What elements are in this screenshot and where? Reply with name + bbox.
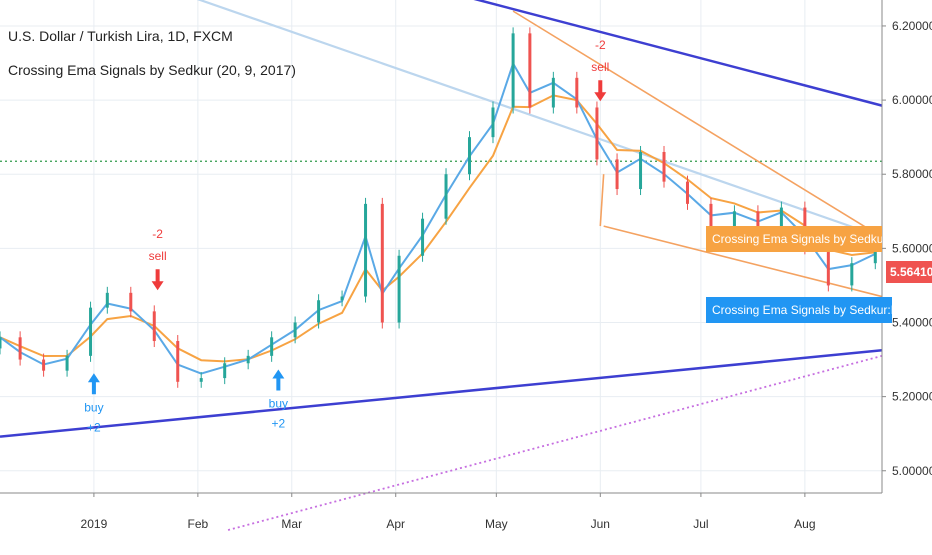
candle-body bbox=[65, 355, 69, 371]
sell-arrow-icon bbox=[151, 269, 164, 291]
candle-body bbox=[639, 151, 643, 190]
x-tick-label: 2019 bbox=[81, 517, 108, 531]
candle-body bbox=[779, 207, 783, 227]
resistance-trendline bbox=[473, 0, 883, 107]
candle-body bbox=[18, 337, 22, 360]
y-tick-label: 6.00000 bbox=[892, 93, 932, 107]
buy-arrow-icon bbox=[87, 373, 100, 395]
candle-body bbox=[89, 307, 93, 356]
channel-lower-line bbox=[603, 225, 883, 298]
sell-label: sell bbox=[149, 249, 167, 263]
candle-body bbox=[491, 107, 495, 138]
y-tick-label: 5.00000 bbox=[892, 464, 932, 478]
symbol-title: U.S. Dollar / Turkish Lira, 1D, FXCM bbox=[8, 28, 233, 44]
ema2-label: Crossing Ema Signals by Sedkur:Ema 2 bbox=[706, 297, 892, 323]
candle-body bbox=[826, 248, 830, 286]
candle-body bbox=[270, 337, 274, 356]
candle-body bbox=[42, 359, 46, 371]
candle-body bbox=[709, 203, 713, 227]
buy-count: +2 bbox=[272, 417, 286, 431]
ema-fast-line bbox=[0, 61, 876, 375]
y-tick-label: 5.40000 bbox=[892, 315, 932, 329]
x-tick-label: Jun bbox=[591, 517, 610, 531]
support-trendline bbox=[0, 349, 883, 438]
x-tick-label: Jul bbox=[693, 517, 708, 531]
sell-count: -2 bbox=[152, 227, 163, 241]
buy-count: +2 bbox=[87, 420, 101, 434]
candles bbox=[0, 27, 877, 388]
buy-label: buy bbox=[84, 400, 103, 414]
candle-body bbox=[873, 248, 877, 264]
candle-body bbox=[317, 300, 321, 323]
candle-body bbox=[293, 322, 297, 338]
candle-body bbox=[615, 159, 619, 190]
candle-body bbox=[468, 137, 472, 175]
channel-connector-line bbox=[599, 174, 605, 227]
buy-label: buy bbox=[269, 397, 288, 411]
candle-body bbox=[246, 355, 250, 364]
candle-body bbox=[380, 203, 384, 323]
indicator-title: Crossing Ema Signals by Sedkur (20, 9, 2… bbox=[8, 62, 296, 78]
candle-body bbox=[551, 77, 555, 108]
candle-body bbox=[444, 174, 448, 219]
signals: buy +2 -2 sell buy +2 -2 sell bbox=[84, 38, 609, 434]
candle-body bbox=[511, 33, 515, 108]
ema-slow-line bbox=[0, 94, 876, 363]
candle-body bbox=[850, 263, 854, 286]
sell-label: sell bbox=[591, 60, 609, 74]
y-tick-label: 6.20000 bbox=[892, 19, 932, 33]
trendlines bbox=[0, 0, 883, 531]
y-tick-label: 5.60000 bbox=[892, 241, 932, 255]
x-tick-label: Feb bbox=[188, 517, 209, 531]
candle-body bbox=[340, 296, 344, 301]
candle-body bbox=[528, 33, 532, 108]
x-tick-label: Apr bbox=[386, 517, 405, 531]
axes: 5.00000 5.20000 5.40000 5.60000 5.80000 6.000… bbox=[0, 0, 932, 531]
candle-body bbox=[199, 378, 203, 382]
x-tick-label: May bbox=[485, 517, 508, 531]
candle-body bbox=[685, 181, 689, 204]
buy-arrow-icon bbox=[272, 369, 285, 391]
light-trendline bbox=[196, 0, 883, 239]
ema1-label: Crossing Ema Signals by Sedkur:Ema 1 bbox=[706, 226, 882, 252]
candle-body bbox=[756, 211, 760, 227]
candle-body bbox=[152, 311, 156, 342]
channel-upper-line bbox=[512, 10, 883, 238]
grid bbox=[0, 0, 882, 493]
sell-arrow-icon bbox=[594, 80, 607, 102]
x-tick-label: Aug bbox=[794, 517, 815, 531]
y-tick-label: 5.80000 bbox=[892, 167, 932, 181]
candle-body bbox=[595, 107, 599, 160]
candle-body bbox=[662, 151, 666, 182]
candle-body bbox=[105, 292, 109, 308]
candle-body bbox=[397, 255, 401, 323]
candle-body bbox=[364, 203, 368, 297]
ema-lines bbox=[0, 61, 876, 375]
x-tick-label: Mar bbox=[281, 517, 302, 531]
candle-body bbox=[732, 211, 736, 227]
candle-body bbox=[129, 292, 133, 312]
candle-body bbox=[176, 341, 180, 382]
y-tick-label: 5.20000 bbox=[892, 390, 932, 404]
candle-body bbox=[223, 363, 227, 379]
last-price-tag: 5.56410 bbox=[886, 261, 932, 283]
candle-body bbox=[575, 77, 579, 108]
sell-count: -2 bbox=[595, 38, 606, 52]
candle-body bbox=[421, 218, 425, 256]
candle-body bbox=[0, 337, 2, 349]
